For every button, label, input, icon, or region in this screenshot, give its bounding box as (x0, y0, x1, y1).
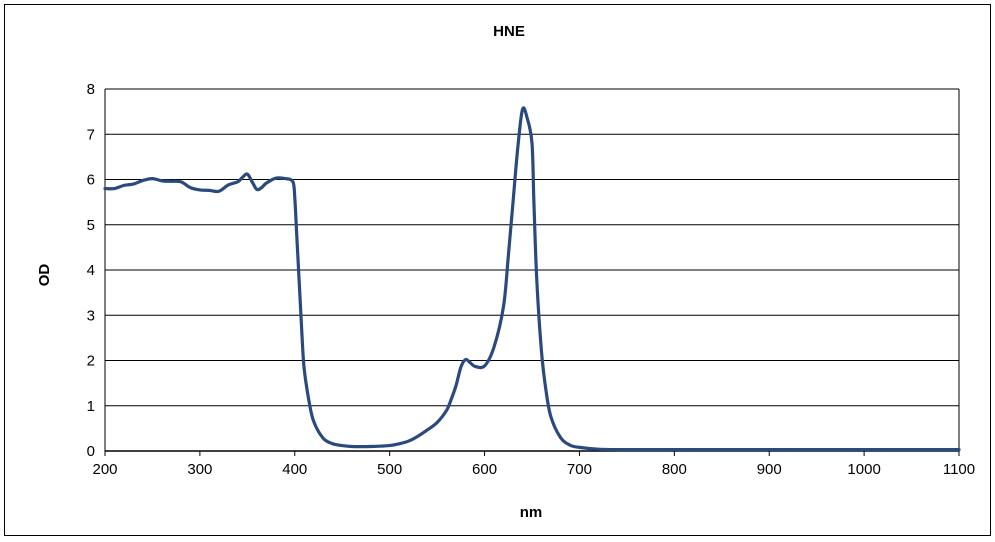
chart-svg: HNE 0 1 2 3 4 5 6 7 8 200 300 400 500 600 700 800 900 10… (36, 23, 975, 521)
y-tick-label: 8 (87, 81, 95, 98)
series-layer (103, 106, 961, 452)
chart-title: HNE (493, 23, 525, 40)
x-tick-label: 200 (92, 461, 117, 478)
series-line-0 (103, 106, 961, 452)
x-tick-label: 1000 (847, 461, 880, 478)
x-axis-label: nm (520, 504, 543, 521)
y-axis-ticks: 0 1 2 3 4 5 6 7 8 (87, 81, 95, 460)
y-axis-label: OD (36, 264, 53, 287)
x-tick-label: 700 (567, 461, 592, 478)
y-tick-label: 0 (87, 443, 95, 460)
y-tick-label: 7 (87, 126, 95, 143)
x-tick-label: 1100 (943, 461, 975, 478)
chart-frame: HNE 0 1 2 3 4 5 6 7 8 200 300 400 500 600 700 800 900 10… (4, 4, 991, 536)
x-tick-label: 800 (662, 461, 687, 478)
x-tick-label: 900 (757, 461, 782, 478)
x-tick-label: 300 (187, 461, 212, 478)
y-tick-label: 6 (87, 172, 95, 189)
y-tick-label: 3 (87, 307, 95, 324)
x-tick-label: 500 (377, 461, 402, 478)
y-tick-label: 1 (87, 398, 95, 415)
x-tick-label: 400 (282, 461, 307, 478)
x-axis-ticks: 200 300 400 500 600 700 800 900 1000 1100 (92, 451, 975, 478)
y-tick-label: 2 (87, 353, 95, 370)
x-tick-label: 600 (472, 461, 497, 478)
gridlines (105, 88, 959, 452)
y-tick-label: 4 (87, 262, 95, 279)
y-tick-label: 5 (87, 217, 95, 234)
